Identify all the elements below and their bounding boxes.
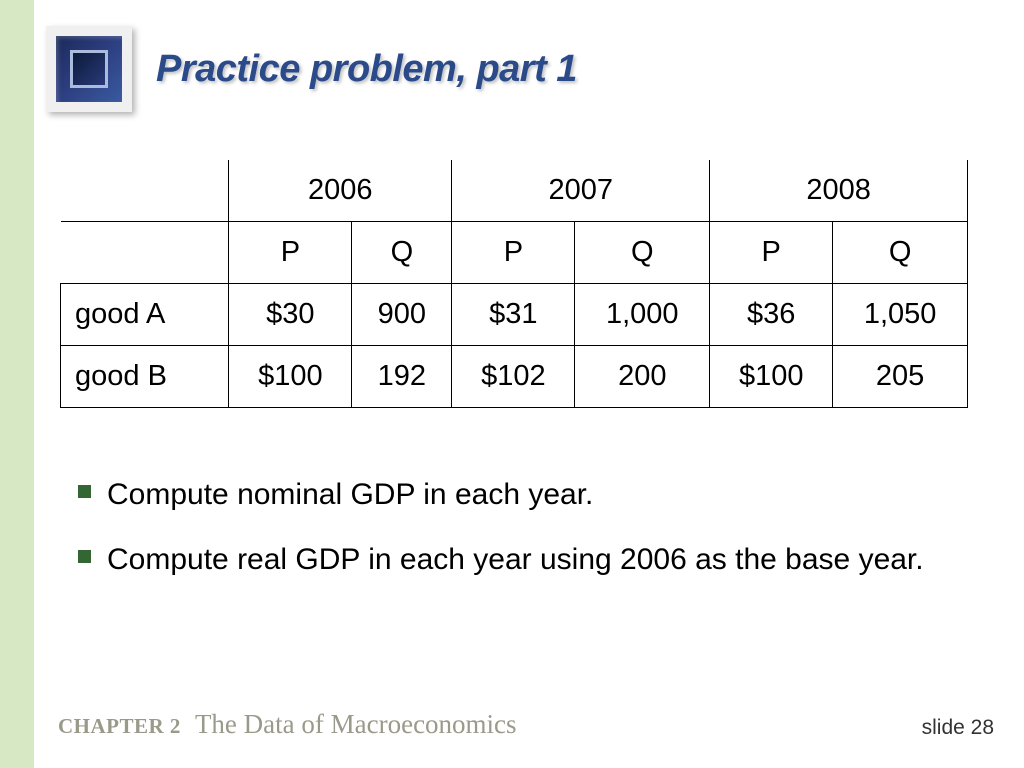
slide-number: slide 28 bbox=[922, 716, 994, 740]
table-cell: 1,050 bbox=[833, 284, 968, 346]
sub-header: Q bbox=[833, 222, 968, 284]
table-cell: $100 bbox=[710, 346, 833, 408]
bullet-text: Compute nominal GDP in each year. bbox=[107, 475, 593, 514]
data-table-container: 2006 2007 2008 P Q P Q P Q good A $30 90… bbox=[60, 160, 968, 408]
table-cell: $102 bbox=[452, 346, 575, 408]
table-empty-cell bbox=[61, 222, 229, 284]
gdp-table: 2006 2007 2008 P Q P Q P Q good A $30 90… bbox=[60, 160, 968, 408]
row-label: good A bbox=[61, 284, 229, 346]
sub-header: Q bbox=[575, 222, 710, 284]
table-cell: 1,000 bbox=[575, 284, 710, 346]
year-header: 2008 bbox=[710, 160, 968, 222]
table-cell: 205 bbox=[833, 346, 968, 408]
sub-header: P bbox=[229, 222, 352, 284]
table-corner-cell bbox=[61, 160, 229, 222]
slide-header: Practice problem, part 1 bbox=[46, 26, 577, 112]
year-header: 2006 bbox=[229, 160, 452, 222]
slide-title: Practice problem, part 1 bbox=[156, 48, 577, 91]
table-cell: $31 bbox=[452, 284, 575, 346]
logo-icon bbox=[46, 26, 132, 112]
row-label: good B bbox=[61, 346, 229, 408]
list-item: Compute nominal GDP in each year. bbox=[78, 475, 958, 514]
table-cell: $100 bbox=[229, 346, 352, 408]
slide-footer: CHAPTER 2 The Data of Macroeconomics bbox=[58, 709, 517, 740]
table-cell: $36 bbox=[710, 284, 833, 346]
table-year-row: 2006 2007 2008 bbox=[61, 160, 968, 222]
sub-header: P bbox=[452, 222, 575, 284]
bullet-square-icon bbox=[78, 485, 91, 498]
table-row: good B $100 192 $102 200 $100 205 bbox=[61, 346, 968, 408]
list-item: Compute real GDP in each year using 2006… bbox=[78, 540, 958, 579]
bullet-list: Compute nominal GDP in each year. Comput… bbox=[78, 475, 958, 605]
chapter-title: The Data of Macroeconomics bbox=[195, 709, 517, 740]
left-accent-stripe bbox=[0, 0, 34, 768]
table-row: good A $30 900 $31 1,000 $36 1,050 bbox=[61, 284, 968, 346]
sub-header: P bbox=[710, 222, 833, 284]
bullet-square-icon bbox=[78, 550, 91, 563]
bullet-text: Compute real GDP in each year using 2006… bbox=[107, 540, 924, 579]
chapter-label: CHAPTER 2 bbox=[58, 714, 181, 739]
table-sub-header-row: P Q P Q P Q bbox=[61, 222, 968, 284]
table-cell: 900 bbox=[352, 284, 452, 346]
table-cell: $30 bbox=[229, 284, 352, 346]
table-cell: 200 bbox=[575, 346, 710, 408]
sub-header: Q bbox=[352, 222, 452, 284]
table-cell: 192 bbox=[352, 346, 452, 408]
year-header: 2007 bbox=[452, 160, 710, 222]
